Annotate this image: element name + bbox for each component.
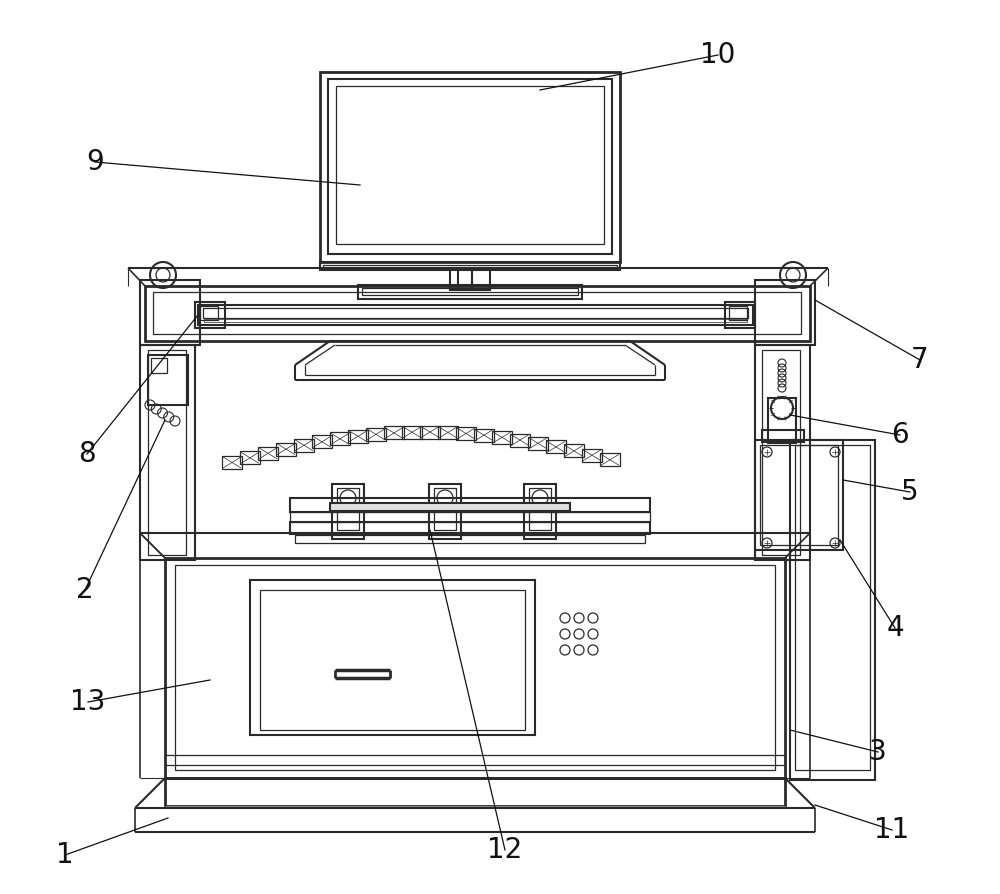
Bar xyxy=(529,488,551,508)
Text: 11: 11 xyxy=(874,816,910,844)
Bar xyxy=(165,558,785,778)
Bar xyxy=(384,426,404,440)
Text: 1: 1 xyxy=(56,841,74,869)
Bar xyxy=(195,302,225,328)
Bar xyxy=(510,434,530,447)
Bar xyxy=(429,484,461,539)
Bar xyxy=(420,426,440,439)
Bar xyxy=(148,350,186,555)
Text: 4: 4 xyxy=(886,614,904,642)
Text: 13: 13 xyxy=(70,688,106,716)
Bar xyxy=(755,280,815,345)
Text: 8: 8 xyxy=(78,440,96,468)
Bar xyxy=(328,79,612,254)
Bar xyxy=(790,440,875,780)
Bar xyxy=(320,72,620,262)
Bar xyxy=(492,431,512,443)
Bar xyxy=(260,590,525,730)
Bar xyxy=(148,355,188,405)
Bar xyxy=(145,286,810,341)
Bar xyxy=(358,285,582,299)
Bar xyxy=(362,288,578,295)
Bar xyxy=(725,302,755,328)
Bar xyxy=(250,580,535,735)
Bar xyxy=(290,498,650,512)
Bar xyxy=(140,280,200,345)
Bar xyxy=(438,426,458,439)
Bar xyxy=(204,319,747,322)
Bar xyxy=(434,510,456,530)
Bar xyxy=(546,441,566,453)
Text: 7: 7 xyxy=(911,346,929,374)
Bar xyxy=(768,398,796,443)
Bar xyxy=(337,510,359,530)
Bar xyxy=(729,306,747,320)
Text: 5: 5 xyxy=(901,478,919,506)
Bar xyxy=(200,306,218,320)
Text: 6: 6 xyxy=(891,421,909,449)
Bar xyxy=(290,522,650,534)
Bar xyxy=(582,449,602,462)
Text: 12: 12 xyxy=(487,836,523,864)
Bar xyxy=(450,268,490,290)
Bar xyxy=(175,565,775,770)
Bar xyxy=(312,435,332,448)
Bar xyxy=(198,305,753,325)
Bar xyxy=(323,265,617,269)
Bar xyxy=(755,440,843,550)
Text: 10: 10 xyxy=(700,41,736,69)
Bar xyxy=(165,778,785,806)
Bar xyxy=(151,358,167,373)
Text: 2: 2 xyxy=(76,576,94,604)
Bar xyxy=(762,430,804,442)
Bar xyxy=(294,439,314,451)
Bar xyxy=(140,345,195,560)
Bar xyxy=(366,428,386,441)
Bar xyxy=(203,308,748,318)
Bar xyxy=(760,445,838,545)
Bar xyxy=(337,488,359,508)
Bar xyxy=(336,86,604,244)
Bar xyxy=(474,428,494,442)
Text: 3: 3 xyxy=(869,738,887,766)
Bar xyxy=(762,350,800,555)
Bar xyxy=(348,430,368,443)
Bar xyxy=(330,433,350,445)
Bar xyxy=(528,437,548,450)
Bar xyxy=(795,445,870,770)
Bar xyxy=(434,488,456,508)
Bar xyxy=(600,453,620,467)
Bar xyxy=(564,444,584,458)
Bar xyxy=(755,345,810,560)
Bar xyxy=(276,443,296,456)
Bar xyxy=(524,484,556,539)
Bar xyxy=(320,262,620,270)
Bar xyxy=(402,426,422,439)
Bar xyxy=(290,512,650,522)
Bar xyxy=(332,484,364,539)
Bar xyxy=(295,535,645,543)
Bar xyxy=(240,451,260,464)
Bar xyxy=(258,447,278,460)
Bar xyxy=(153,292,801,334)
Bar xyxy=(330,503,570,511)
Bar xyxy=(222,456,242,469)
Bar xyxy=(529,510,551,530)
Bar xyxy=(456,427,476,440)
Text: 9: 9 xyxy=(86,148,104,176)
